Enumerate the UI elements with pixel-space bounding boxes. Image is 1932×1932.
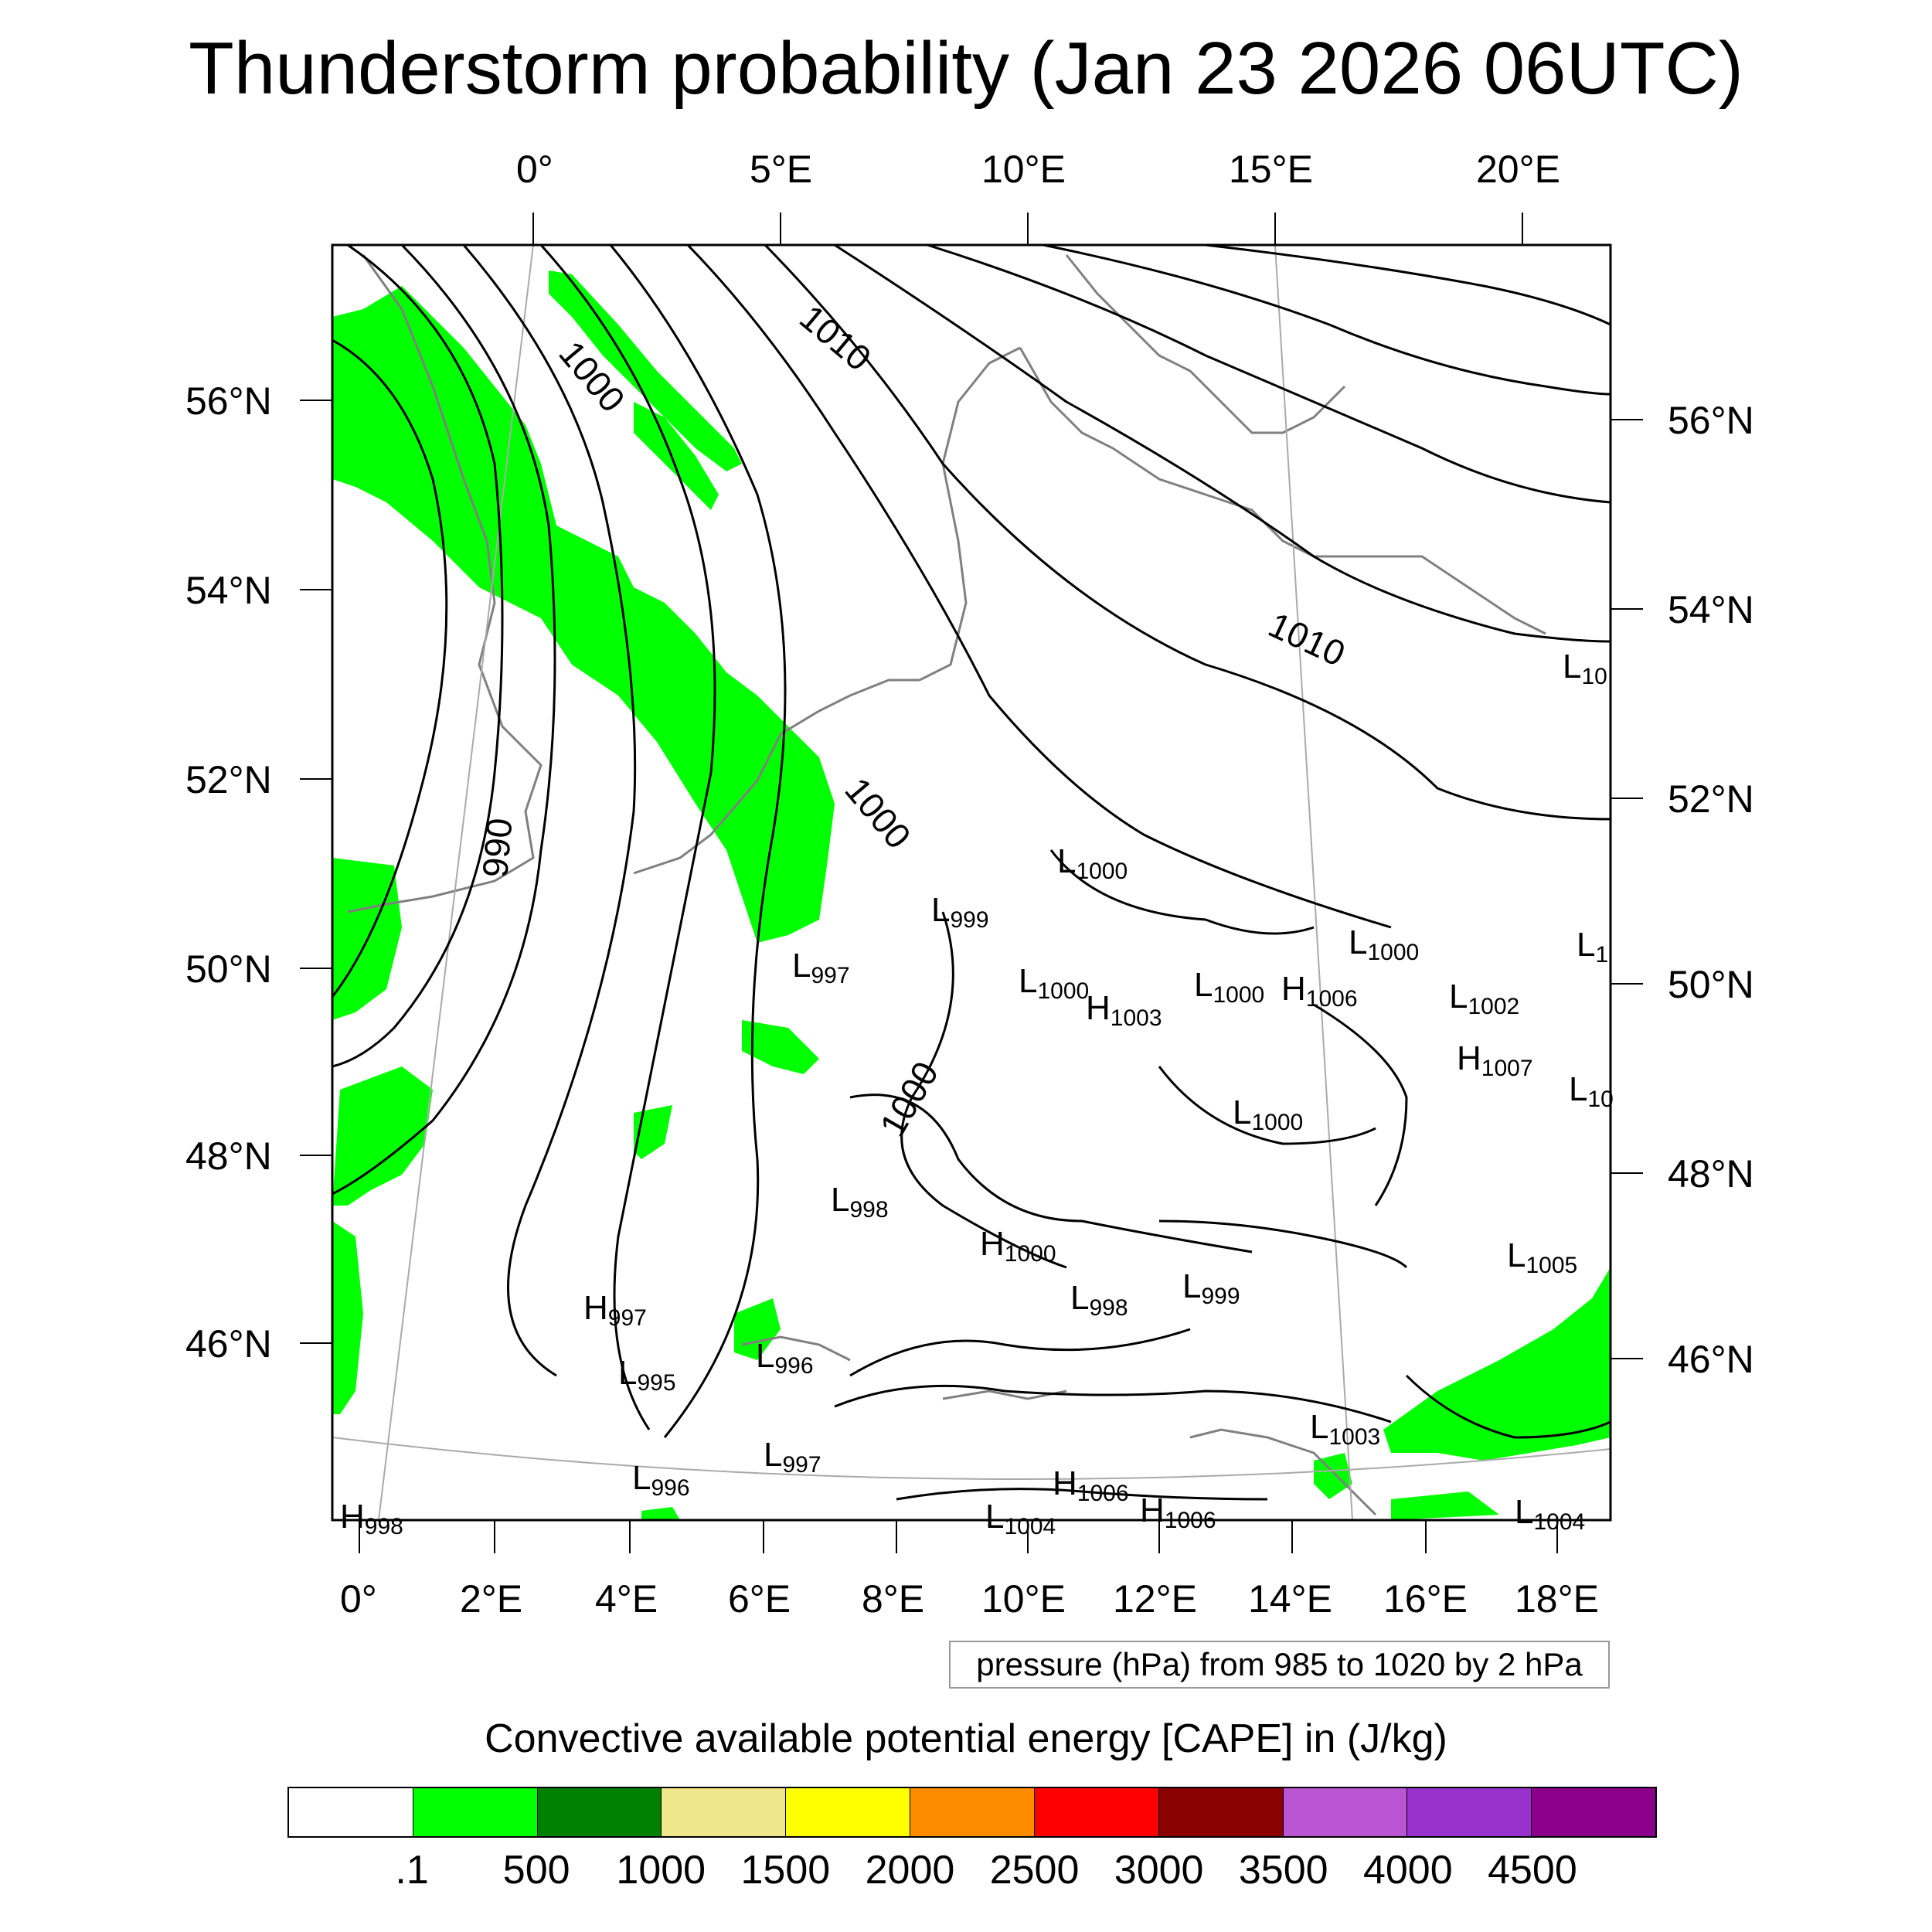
isobar-18 (1158, 1219, 1408, 1269)
colorbar-label: 2500 (989, 1848, 1080, 1893)
pressure-center-low: L1005 (1507, 1236, 1578, 1278)
bottom-lon-label: 14°E (1248, 1577, 1332, 1621)
pressure-center-low: L1000 (1194, 966, 1265, 1008)
colorbar-swatch (910, 1788, 1035, 1836)
colorbar-label: 500 (502, 1848, 570, 1893)
pressure-center-high: H1007 (1457, 1039, 1533, 1081)
colorbar-swatch (1283, 1788, 1408, 1836)
colorbar-label: 2000 (865, 1848, 955, 1893)
pressure-center-low: L998 (831, 1181, 889, 1223)
pressure-center-low: L999 (1182, 1267, 1240, 1309)
colorbar-swatch (537, 1788, 662, 1836)
isobar-12 (1205, 245, 1611, 326)
top-lon-label: 15°E (1229, 148, 1313, 191)
pressure-center-high: H998 (340, 1498, 403, 1539)
colorbar-label: 1500 (740, 1848, 831, 1893)
pressure-center-high: H1006 (1140, 1492, 1216, 1533)
pressure-center-high: H1006 (1053, 1464, 1129, 1506)
chart-title: Thunderstorm probability (Jan 23 2026 06… (189, 27, 1743, 110)
pressure-center-low: L1003 (1310, 1408, 1381, 1450)
bottom-lon-label: 18°E (1515, 1577, 1599, 1621)
right-lat-label: 50°N (1668, 963, 1754, 1006)
top-lon-label: 5°E (750, 148, 813, 191)
isobars (332, 245, 1611, 1501)
colorbar-swatch (786, 1788, 911, 1836)
pressure-center-high: H1000 (980, 1225, 1056, 1267)
colorbar-label: 3500 (1238, 1848, 1328, 1893)
colorbar-swatch (1532, 1788, 1655, 1836)
pressure-center-high: H1003 (1086, 989, 1162, 1031)
right-lat-label: 48°N (1668, 1152, 1754, 1196)
bottom-lon-label: 8°E (862, 1577, 925, 1621)
coastline-continent-north (919, 346, 1021, 682)
left-lat-label: 54°N (185, 569, 272, 612)
pressure-center-high: H1006 (1281, 970, 1358, 1012)
right-lat-label: 46°N (1668, 1338, 1754, 1381)
pressure-center-low: L1000 (1349, 923, 1420, 965)
pressure-center-high: H997 (583, 1289, 647, 1331)
pressure-center-low: L1 (1577, 926, 1609, 968)
colorbar-label: 4000 (1362, 1848, 1453, 1893)
isobar-19 (849, 1328, 1191, 1377)
left-lat-label: 56°N (185, 379, 272, 423)
pressure-center-low: L1004 (985, 1498, 1056, 1539)
colorbar-swatch (413, 1788, 538, 1836)
colorbar-swatch (1158, 1788, 1284, 1836)
pressure-center-low: L1000 (1019, 962, 1090, 1004)
colorbar-label: .1 (395, 1848, 429, 1893)
left-lat-label: 46°N (185, 1322, 272, 1366)
colorbar-swatch (289, 1788, 413, 1836)
right-lat-label: 52°N (1668, 777, 1754, 821)
pressure-center-low: L998 (1070, 1279, 1128, 1321)
bottom-lon-label: 10°E (981, 1577, 1066, 1621)
isobar-20 (834, 1384, 1392, 1423)
colorbar-label: 1000 (616, 1848, 706, 1893)
top-lon-label: 20°E (1476, 148, 1560, 191)
pressure-note: pressure (hPa) from 985 to 1020 by 2 hPa (949, 1641, 1610, 1689)
colorbar-swatch (1034, 1788, 1159, 1836)
cape-region-south-edge (1391, 1492, 1499, 1520)
left-lat-label: 48°N (185, 1134, 272, 1178)
top-lon-label: 0° (516, 148, 553, 191)
pressure-center-low: L1004 (1515, 1493, 1586, 1535)
colorbar (287, 1787, 1657, 1838)
pressure-center-low: L1002 (1449, 978, 1520, 1019)
bottom-lon-label: 6°E (728, 1577, 791, 1621)
right-lat-label: 56°N (1668, 399, 1754, 442)
coastline-baltic (1019, 347, 1546, 635)
colorbar-swatch (662, 1788, 787, 1836)
pressure-center-low: L997 (764, 1436, 821, 1478)
contour-label: 990 (474, 816, 520, 879)
colorbar-swatch (1407, 1788, 1532, 1836)
meridian-15E (1274, 245, 1353, 1520)
pressure-center-low: L1000 (1233, 1094, 1304, 1135)
bottom-lon-label: 4°E (595, 1577, 658, 1621)
left-lat-label: 52°N (185, 758, 272, 801)
colorbar-label: 4500 (1488, 1848, 1577, 1893)
right-lat-label: 54°N (1668, 588, 1754, 631)
pressure-center-low: L996 (632, 1459, 690, 1501)
pressure-center-low: L10 (1563, 648, 1607, 689)
coastline-sweden (1065, 254, 1346, 434)
colorbar-label: 3000 (1114, 1848, 1204, 1893)
pressure-center-low: L999 (931, 891, 989, 933)
pressure-center-low: L10 (1569, 1070, 1614, 1112)
left-lat-label: 50°N (185, 947, 272, 991)
cape-region-biscay (332, 1221, 363, 1414)
pressure-center-low: L995 (618, 1354, 676, 1396)
cape-region-southwest-small (641, 1507, 680, 1520)
top-lon-label: 10°E (981, 148, 1066, 191)
isobar-9 (834, 245, 1611, 643)
bottom-lon-label: 12°E (1113, 1577, 1197, 1621)
isobar-10 (927, 245, 1611, 504)
bottom-lon-label: 2°E (460, 1577, 523, 1621)
bottom-lon-label: 0° (340, 1577, 377, 1621)
pressure-center-low: L996 (756, 1337, 814, 1379)
bottom-lon-label: 16°E (1383, 1577, 1468, 1621)
isobar-8 (764, 245, 1611, 821)
pressure-center-low: L997 (792, 947, 850, 988)
pressure-center-low: L1000 (1057, 842, 1128, 884)
colorbar-title: Convective available potential energy [C… (485, 1716, 1447, 1761)
